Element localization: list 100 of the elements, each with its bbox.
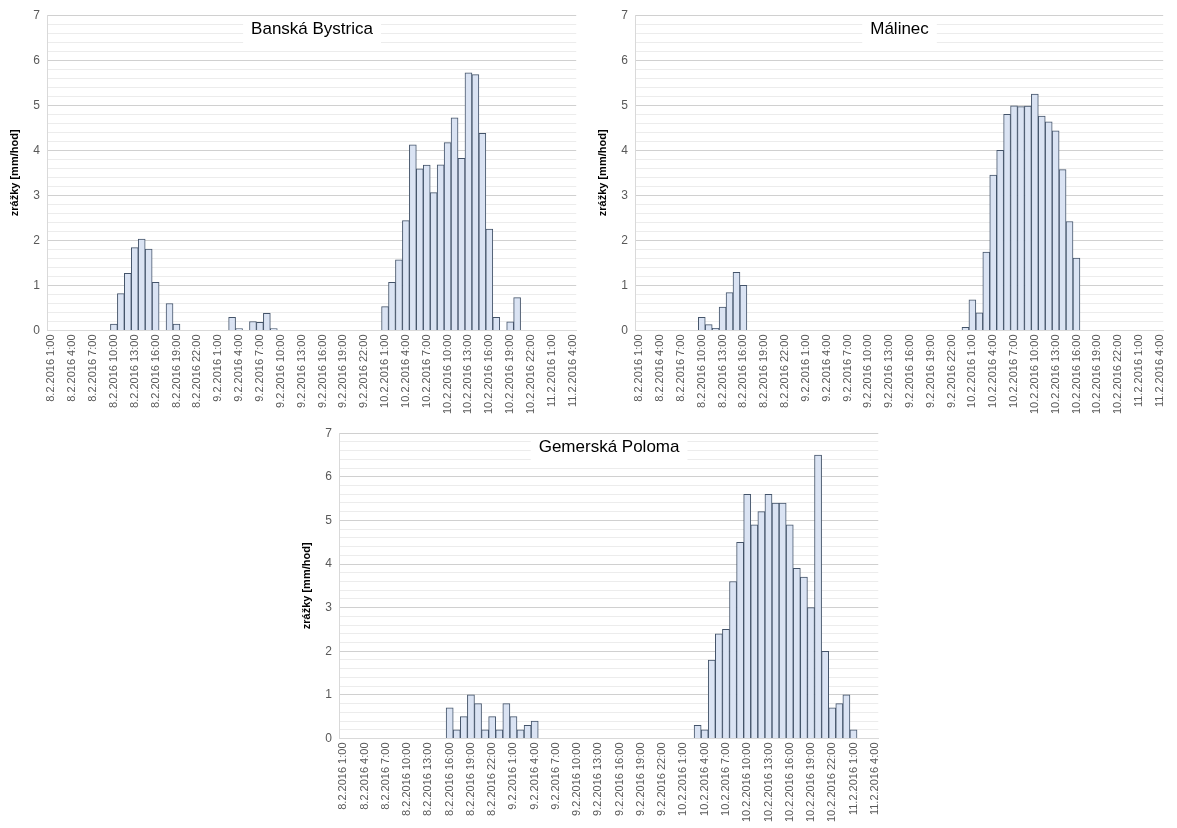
- x-tick-label: 10.2.2016 22:00: [1111, 334, 1124, 415]
- x-tick-label: 11.2.2016 4:00: [1152, 334, 1165, 408]
- y-tick-label: 2: [325, 643, 333, 658]
- x-tick-label: 9.2.2016 13:00: [882, 334, 895, 408]
- x-tick-label: 8.2.2016 16:00: [736, 334, 749, 408]
- x-tick-label: 10.2.2016 7:00: [719, 742, 731, 816]
- x-tick-label: 9.2.2016 16:00: [315, 334, 328, 408]
- x-tick-label: 9.2.2016 10:00: [273, 334, 286, 408]
- x-tick-label: 9.2.2016 19:00: [633, 742, 646, 816]
- x-tick-label: 8.2.2016 13:00: [127, 334, 140, 408]
- y-tick-label: 3: [621, 187, 629, 202]
- x-tick-label: 8.2.2016 4:00: [357, 742, 370, 810]
- x-tick-label: 9.2.2016 4:00: [819, 334, 832, 402]
- x-tick-label: 10.2.2016 10:00: [740, 742, 753, 823]
- y-tick-label: 1: [325, 687, 333, 702]
- y-tick-label: 1: [33, 277, 41, 292]
- x-tick-label: 10.2.2016 4:00: [986, 334, 999, 408]
- x-tick-label: 8.2.2016 13:00: [715, 334, 728, 408]
- x-tick-label: 9.2.2016 16:00: [612, 742, 625, 816]
- x-tick-label: 10.2.2016 7:00: [1007, 334, 1020, 408]
- x-tick-label: 10.2.2016 1:00: [965, 334, 978, 408]
- x-tick-label: 10.2.2016 13:00: [1048, 334, 1061, 415]
- y-tick-label: 2: [621, 232, 629, 247]
- y-tick-label: 5: [325, 512, 333, 527]
- x-tick-label: 10.2.2016 4:00: [697, 742, 710, 816]
- x-tick-label: 10.2.2016 13:00: [461, 334, 474, 415]
- x-tick-label: 8.2.2016 19:00: [757, 334, 770, 408]
- x-tick-label: 11.2.2016 1:00: [1131, 334, 1144, 408]
- x-tick-label: 8.2.2016 19:00: [463, 742, 476, 816]
- x-tick-label: 10.2.2016 19:00: [804, 742, 817, 823]
- y-tick-label: 5: [33, 97, 41, 112]
- x-tick-label: 10.2.2016 16:00: [782, 742, 795, 823]
- x-tick-label: 10.2.2016 1:00: [378, 334, 391, 408]
- x-tick-label: 10.2.2016 10:00: [440, 334, 453, 415]
- y-tick-label: 5: [621, 97, 629, 112]
- x-tick-label: 9.2.2016 1:00: [506, 742, 519, 810]
- x-tick-label: 11.2.2016 4:00: [867, 742, 880, 816]
- x-tick-label: 11.2.2016 1:00: [544, 334, 557, 408]
- x-tick-label: 9.2.2016 10:00: [861, 334, 874, 408]
- x-tick-label: 10.2.2016 19:00: [1090, 334, 1103, 415]
- x-tick-label: 8.2.2016 1:00: [44, 334, 57, 402]
- x-tick-label: 9.2.2016 1:00: [798, 334, 811, 402]
- x-tick-label: 10.2.2016 22:00: [524, 334, 537, 415]
- x-tick-label: 10.2.2016 19:00: [503, 334, 516, 415]
- x-tick-label: 9.2.2016 16:00: [902, 334, 915, 408]
- x-tick-label: 9.2.2016 10:00: [570, 742, 583, 816]
- x-tick-label: 9.2.2016 19:00: [336, 334, 349, 408]
- x-tick-label: 8.2.2016 22:00: [190, 334, 203, 408]
- y-tick-label: 7: [33, 7, 41, 22]
- x-tick-label: 8.2.2016 10:00: [106, 334, 119, 408]
- x-tick-label: 9.2.2016 1:00: [211, 334, 224, 402]
- y-tick-label: 0: [621, 322, 629, 337]
- y-tick-label: 6: [325, 469, 333, 484]
- y-tick-label: 7: [621, 7, 629, 22]
- x-tick-label: 9.2.2016 13:00: [591, 742, 604, 816]
- x-tick-label: 8.2.2016 7:00: [674, 334, 687, 402]
- x-tick-label: 8.2.2016 10:00: [694, 334, 707, 408]
- x-tick-label: 9.2.2016 13:00: [294, 334, 307, 408]
- x-tick-label: 8.2.2016 4:00: [653, 334, 666, 402]
- x-tick-label: 8.2.2016 4:00: [65, 334, 78, 402]
- x-tick-label: 9.2.2016 22:00: [944, 334, 957, 408]
- x-tick-label: 10.2.2016 7:00: [419, 334, 432, 408]
- x-tick-label: 8.2.2016 7:00: [378, 742, 391, 810]
- y-axis-title: zrážky [mm/hod]: [595, 129, 608, 217]
- y-axis-title: zrážky [mm/hod]: [299, 542, 312, 630]
- x-tick-label: 9.2.2016 4:00: [527, 742, 540, 810]
- x-tick-label: 9.2.2016 22:00: [357, 334, 370, 408]
- y-tick-label: 6: [621, 52, 629, 67]
- x-tick-label: 8.2.2016 22:00: [778, 334, 791, 408]
- x-tick-label: 10.2.2016 10:00: [1027, 334, 1040, 415]
- x-tick-label: 10.2.2016 1:00: [676, 742, 689, 816]
- y-tick-label: 6: [33, 52, 41, 67]
- x-tick-label: 8.2.2016 1:00: [336, 742, 349, 810]
- y-tick-label: 1: [621, 277, 629, 292]
- y-tick-label: 0: [33, 322, 41, 337]
- x-tick-label: 8.2.2016 1:00: [632, 334, 645, 402]
- y-tick-label: 4: [33, 142, 41, 157]
- x-tick-label: 10.2.2016 13:00: [761, 742, 774, 823]
- chart-title: Banská Bystrica: [251, 18, 374, 38]
- y-tick-label: 0: [325, 730, 333, 745]
- x-tick-label: 10.2.2016 4:00: [398, 334, 411, 408]
- x-tick-label: 9.2.2016 4:00: [232, 334, 245, 402]
- y-tick-label: 3: [325, 599, 333, 614]
- x-tick-label: 10.2.2016 16:00: [482, 334, 495, 415]
- y-tick-label: 3: [33, 187, 41, 202]
- x-tick-label: 9.2.2016 7:00: [548, 742, 561, 810]
- x-tick-label: 9.2.2016 7:00: [840, 334, 853, 402]
- y-tick-label: 4: [325, 556, 333, 571]
- y-tick-label: 4: [621, 142, 629, 157]
- x-tick-label: 9.2.2016 7:00: [252, 334, 265, 402]
- chart-title: Málinec: [870, 18, 930, 38]
- x-tick-label: 10.2.2016 16:00: [1069, 334, 1082, 415]
- x-tick-label: 10.2.2016 22:00: [825, 742, 838, 823]
- x-tick-label: 8.2.2016 22:00: [485, 742, 498, 816]
- y-axis-title: zrážky [mm/hod]: [7, 129, 20, 217]
- x-tick-label: 9.2.2016 19:00: [923, 334, 936, 408]
- x-tick-label: 8.2.2016 10:00: [400, 742, 413, 816]
- x-tick-label: 11.2.2016 1:00: [846, 742, 859, 816]
- y-tick-label: 2: [33, 232, 41, 247]
- x-tick-label: 8.2.2016 16:00: [148, 334, 161, 408]
